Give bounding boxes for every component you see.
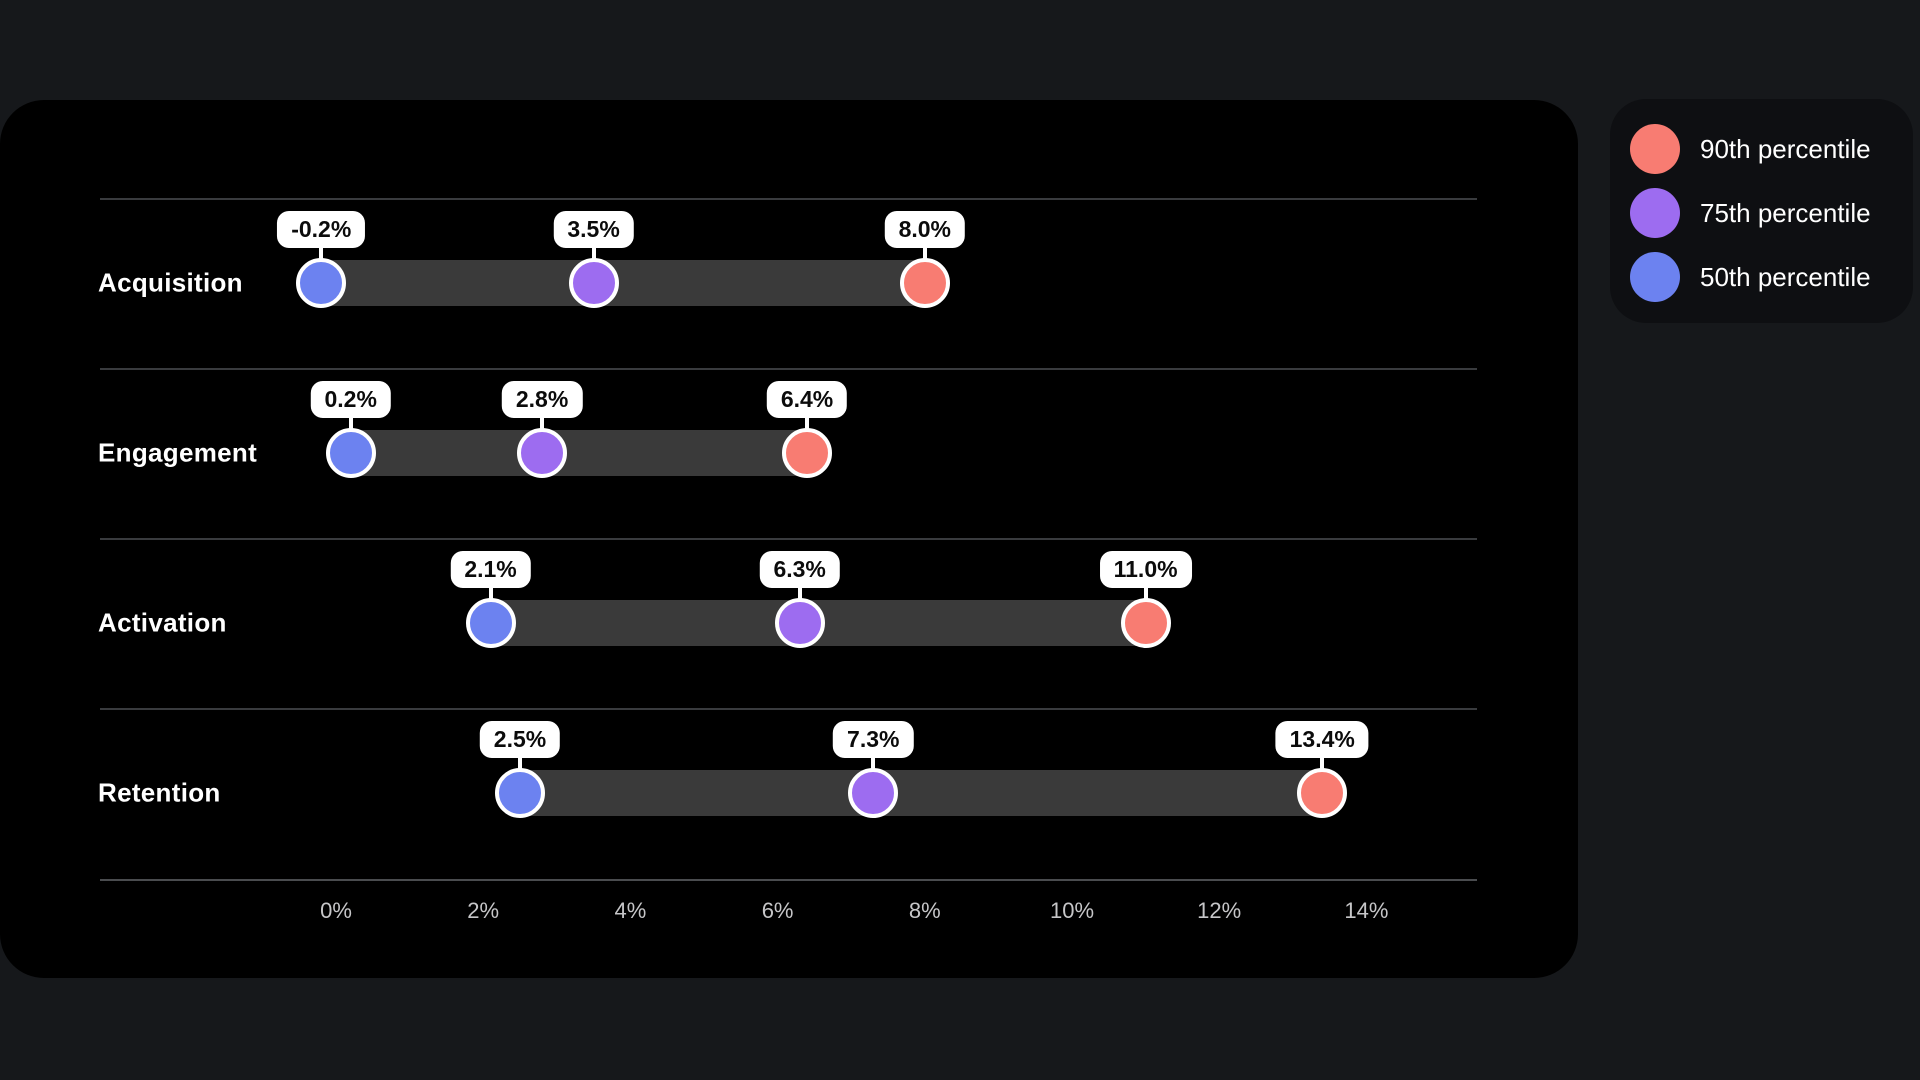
badge-stem	[348, 415, 353, 431]
x-axis-tick-label: 0%	[320, 898, 352, 923]
badge-stem	[797, 585, 802, 601]
badge-stem	[922, 245, 927, 261]
legend-item-75th-percentile[interactable]: 75th percentile	[1630, 188, 1913, 238]
x-axis-line	[100, 879, 1477, 881]
value-badge-50th-percentile: 2.5%	[479, 721, 561, 758]
range-bar	[520, 770, 1323, 816]
dot-75th-percentile[interactable]	[568, 258, 619, 308]
dot-50th-percentile[interactable]	[296, 258, 347, 308]
dot-90th-percentile[interactable]	[899, 258, 950, 308]
value-badge-90th-percentile: 6.4%	[766, 381, 848, 418]
value-badge-50th-percentile: 2.1%	[450, 551, 531, 588]
value-badge-75th-percentile: 3.5%	[553, 211, 634, 248]
value-badge-75th-percentile: 2.8%	[501, 381, 583, 418]
row-separator-line	[100, 538, 1477, 540]
badge-stem	[591, 245, 596, 261]
value-badge-90th-percentile: 13.4%	[1275, 721, 1369, 758]
dot-50th-percentile[interactable]	[325, 428, 376, 478]
badge-stem	[540, 415, 545, 431]
x-axis-tick-label: 4%	[614, 898, 647, 923]
badge-stem	[488, 585, 493, 601]
dot-50th-percentile[interactable]	[465, 598, 516, 648]
badge-stem	[805, 415, 810, 431]
x-axis-tick-label: 12%	[1197, 898, 1242, 923]
badge-stem	[871, 755, 876, 771]
badge-stem	[319, 245, 324, 261]
x-axis-tick-label: 6%	[761, 898, 794, 923]
row-separator-line	[100, 198, 1477, 200]
value-badge-50th-percentile: 0.2%	[310, 381, 391, 418]
dot-75th-percentile[interactable]	[774, 598, 825, 648]
legend-swatch-90th-percentile	[1630, 124, 1680, 174]
legend-label: 90th percentile	[1700, 133, 1871, 164]
badge-stem	[1320, 755, 1325, 771]
row-separator-line	[100, 368, 1477, 370]
x-axis-tick-label: 10%	[1049, 898, 1095, 923]
legend-swatch-75th-percentile	[1630, 188, 1680, 238]
legend-item-90th-percentile[interactable]: 90th percentile	[1630, 124, 1913, 174]
chart-legend: 90th percentile 75th percentile 50th perce…	[1610, 99, 1913, 323]
value-badge-90th-percentile: 11.0%	[1099, 551, 1192, 588]
range-bar	[350, 430, 808, 476]
dot-75th-percentile[interactable]	[517, 428, 568, 478]
dot-90th-percentile[interactable]	[782, 428, 833, 478]
badge-stem	[518, 755, 522, 771]
value-badge-75th-percentile: 7.3%	[833, 721, 914, 758]
row-separator-line	[100, 708, 1477, 710]
category-label-retention: Retention	[98, 777, 221, 808]
x-axis-tick-label: 14%	[1344, 898, 1389, 923]
category-label-acquisition: Acquisition	[98, 267, 243, 298]
legend-item-50th-percentile[interactable]: 50th percentile	[1630, 252, 1913, 302]
dot-75th-percentile[interactable]	[848, 768, 899, 818]
range-bar	[321, 260, 925, 306]
dot-50th-percentile[interactable]	[495, 768, 545, 818]
dot-90th-percentile[interactable]	[1297, 768, 1348, 818]
dot-90th-percentile[interactable]	[1120, 598, 1171, 648]
legend-label: 75th percentile	[1700, 197, 1871, 228]
chart-card: Acquisition -0.2% 3.5% 8.0% Engagement 0.2% 2.…	[0, 100, 1578, 978]
x-axis-tick-label: 8%	[908, 898, 941, 923]
value-badge-75th-percentile: 6.3%	[759, 551, 840, 588]
x-axis-tick-label: 2%	[467, 898, 500, 923]
legend-swatch-50th-percentile	[1630, 252, 1680, 302]
badge-stem	[1143, 585, 1148, 601]
category-label-activation: Activation	[98, 607, 227, 638]
value-badge-50th-percentile: -0.2%	[277, 211, 366, 248]
legend-label: 50th percentile	[1700, 261, 1871, 292]
value-badge-90th-percentile: 8.0%	[884, 211, 966, 248]
category-label-engagement: Engagement	[98, 437, 258, 468]
